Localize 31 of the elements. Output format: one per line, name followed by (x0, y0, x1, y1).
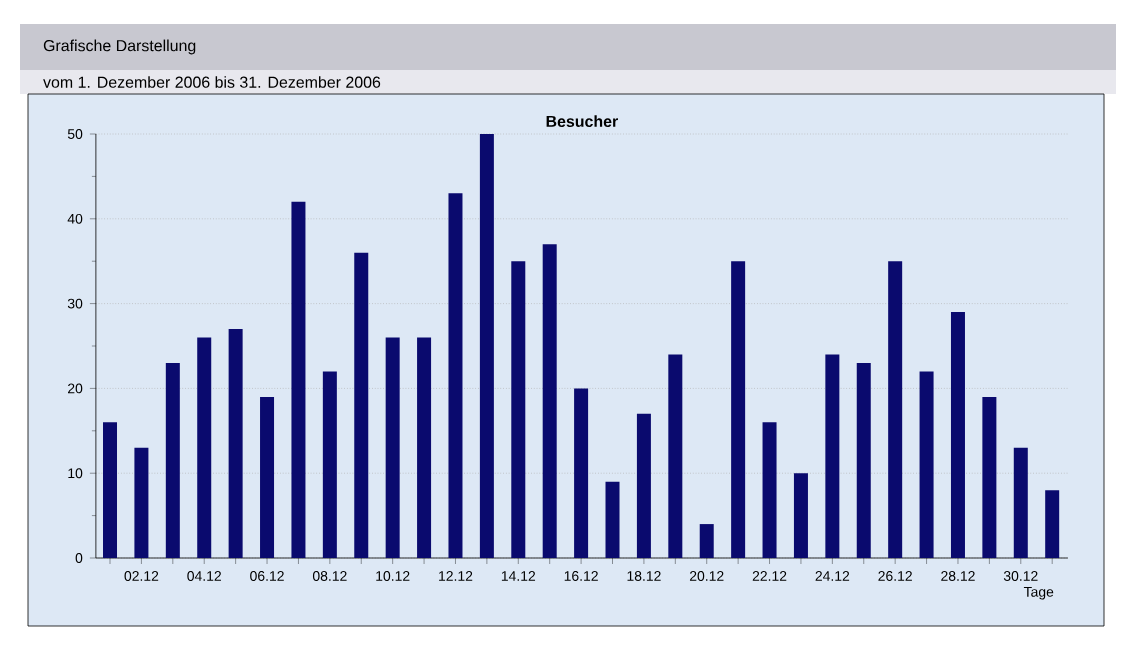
bar (919, 371, 934, 558)
bar (574, 388, 589, 558)
bar (825, 354, 840, 558)
bar (228, 329, 243, 558)
bar (605, 481, 620, 558)
bar (479, 134, 494, 558)
bar (260, 396, 275, 558)
bar (291, 201, 306, 558)
bar (354, 252, 369, 558)
bar (511, 261, 526, 558)
bar (762, 422, 777, 558)
bar (888, 261, 903, 558)
bar (542, 244, 557, 558)
bar (982, 396, 997, 558)
bar (322, 371, 337, 558)
bar (448, 193, 463, 558)
bar (197, 337, 212, 558)
bar (1013, 447, 1028, 558)
bar (165, 362, 180, 558)
bar (699, 524, 714, 558)
bar (385, 337, 400, 558)
bar (856, 362, 871, 558)
bar (417, 337, 432, 558)
bar (134, 447, 149, 558)
bar (636, 413, 651, 558)
bar (668, 354, 683, 558)
bar (793, 473, 808, 558)
bar (950, 312, 965, 558)
bar (1045, 490, 1060, 558)
bar (731, 261, 746, 558)
bar (103, 422, 118, 558)
